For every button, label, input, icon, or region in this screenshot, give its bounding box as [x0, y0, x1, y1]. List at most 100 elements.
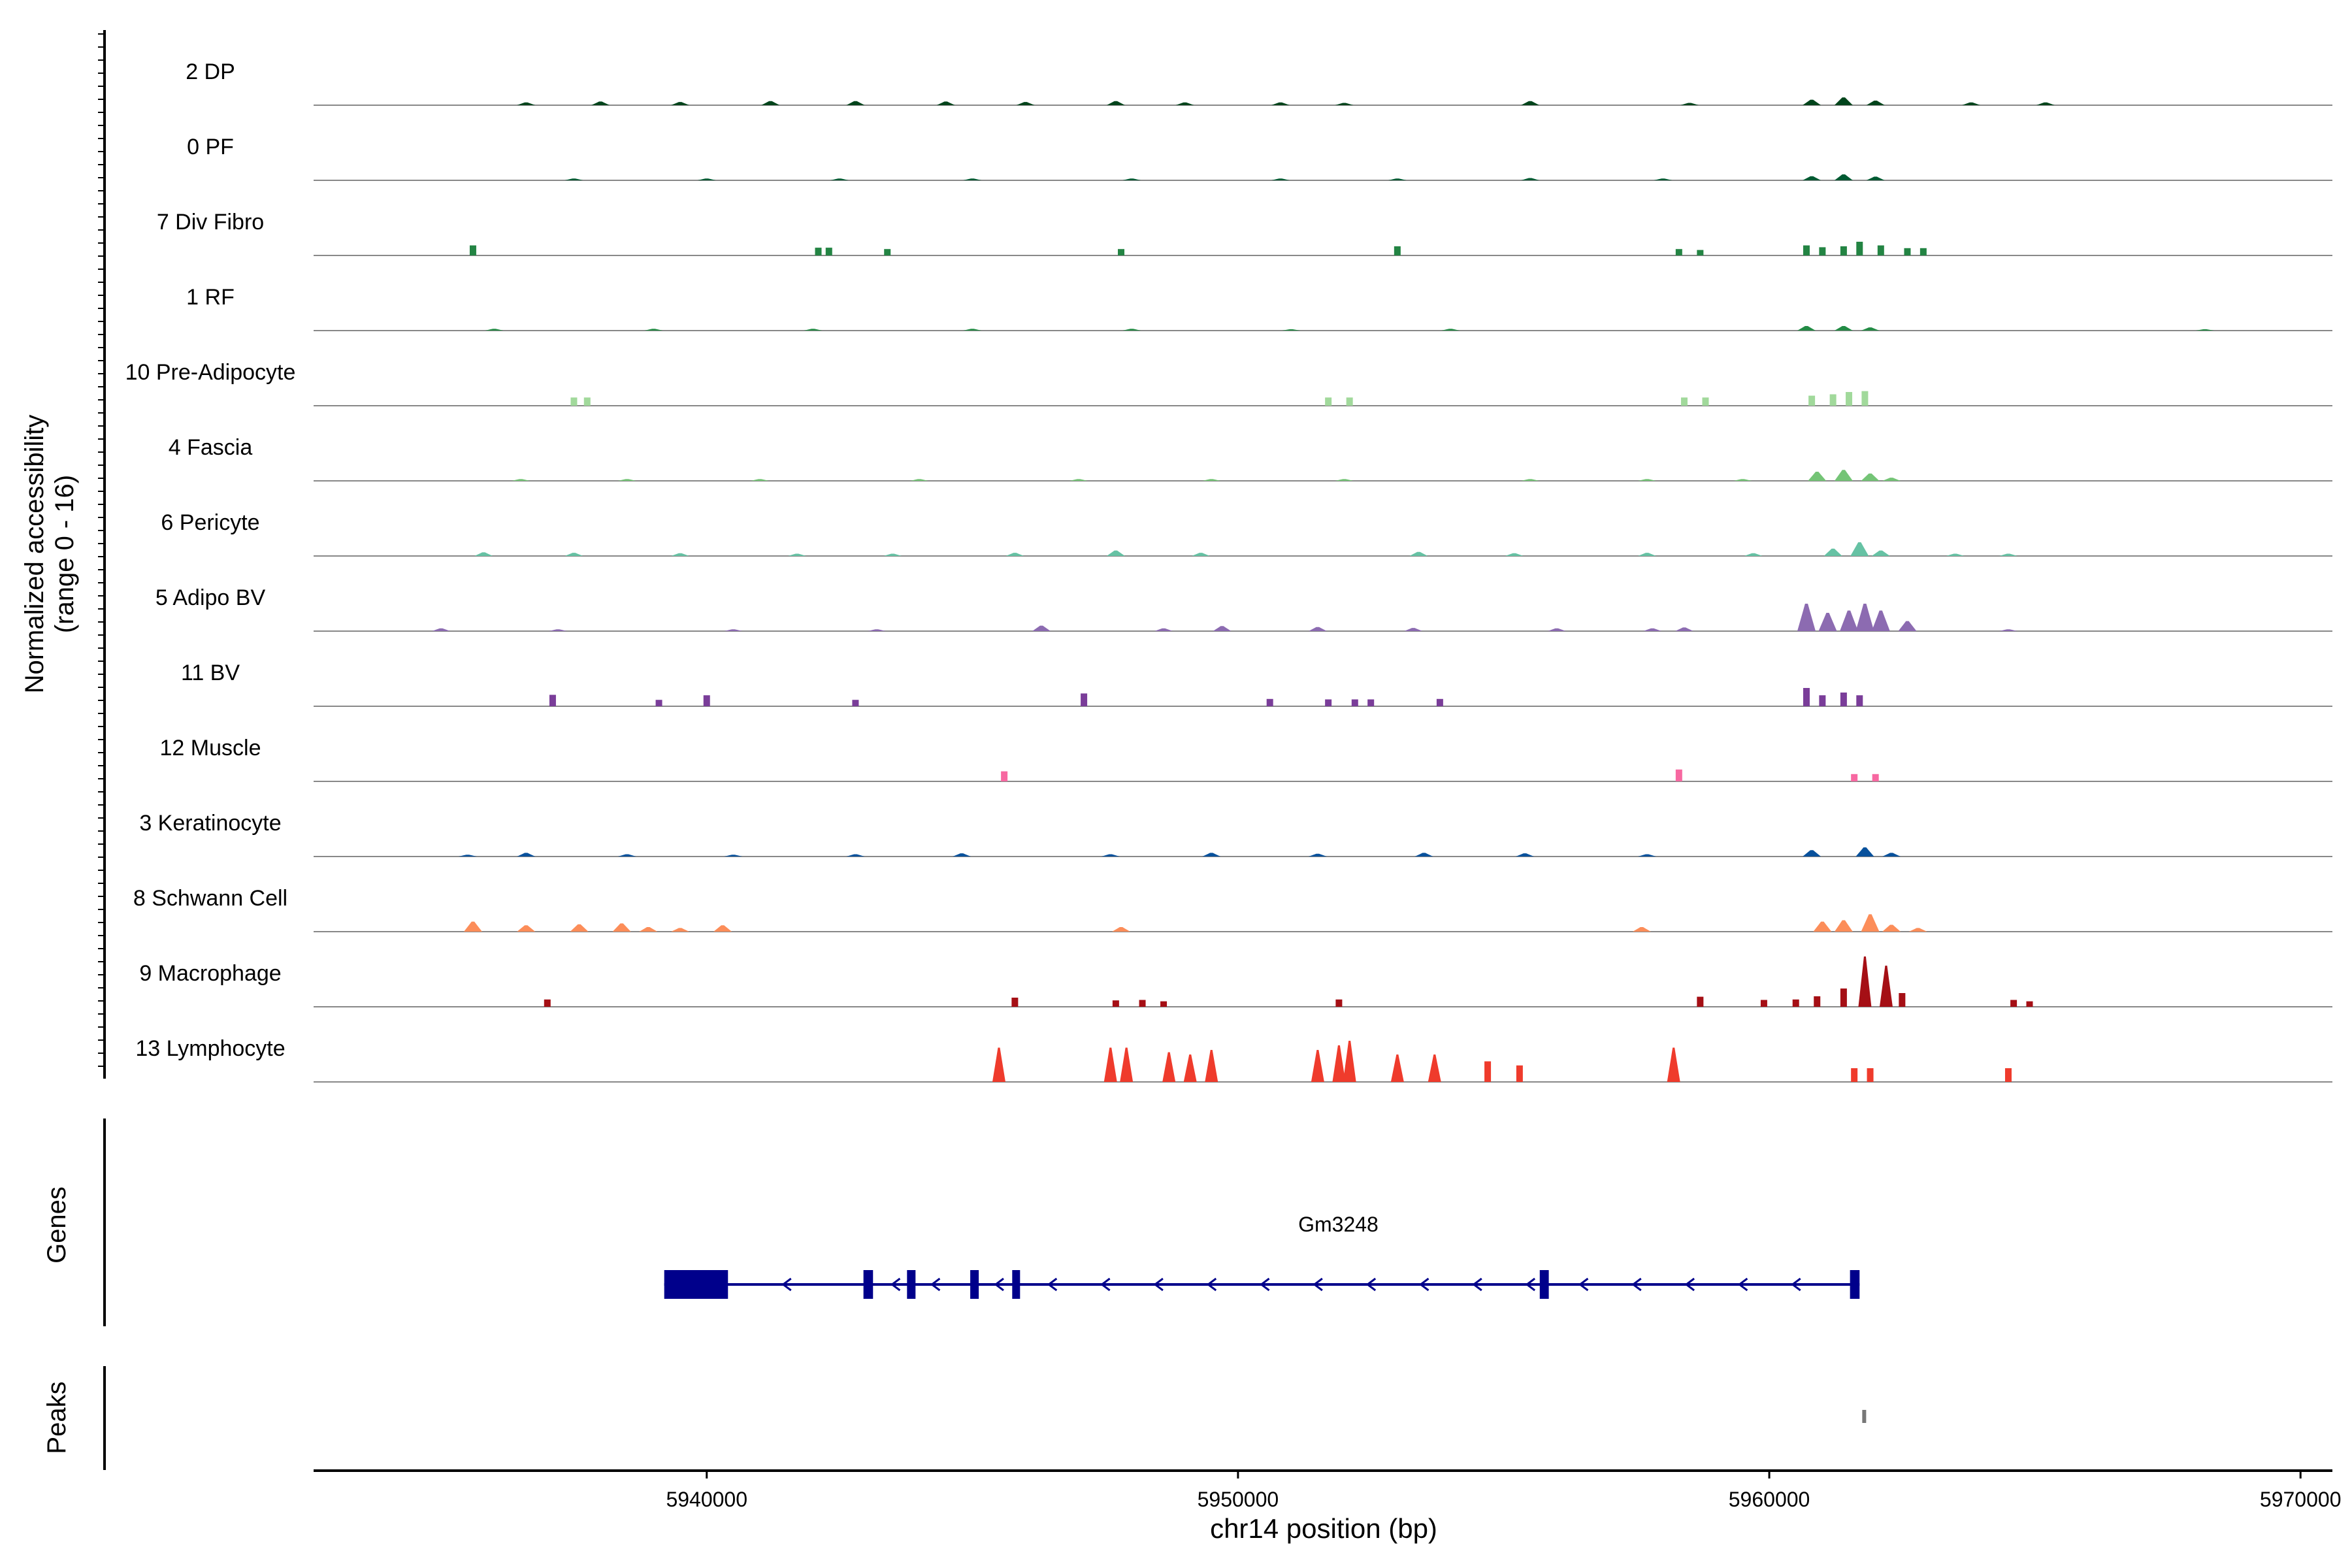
track-11-bv: 11 BV	[181, 661, 2332, 707]
coverage-peak	[1855, 847, 1874, 857]
coverage-peak	[1183, 1054, 1197, 1082]
coverage-peak	[804, 329, 823, 331]
coverage-peak	[1409, 551, 1428, 556]
coverage-peak	[1521, 178, 1540, 180]
coverage-peak	[1390, 1054, 1404, 1082]
coverage-peak	[1808, 395, 1816, 406]
coverage-peak	[1797, 326, 1816, 331]
coverage-peak	[1813, 921, 1832, 932]
coverage-peak	[671, 553, 690, 556]
track-label: 6 Pericyte	[161, 510, 259, 535]
coverage-peak	[713, 925, 732, 932]
coverage-peak	[1505, 553, 1524, 556]
coverage-peak	[1946, 553, 1965, 556]
coverage-peak	[1855, 604, 1874, 631]
coverage-peak	[1118, 249, 1124, 255]
coverage-peak	[1122, 329, 1141, 331]
coverage-peak	[1834, 326, 1853, 331]
coverage-peak	[1871, 610, 1890, 631]
coverage-peak	[1879, 966, 1893, 1007]
coverage-peak	[1999, 629, 2017, 631]
coverage-peak	[1803, 99, 1821, 105]
accessibility-y-axis	[98, 30, 106, 1079]
coverage-peak	[1846, 392, 1853, 406]
coverage-peak	[1335, 103, 1354, 105]
coverage-peak	[825, 248, 832, 255]
coverage-peak	[883, 553, 902, 556]
coverage-peak	[1803, 850, 1821, 857]
coverage-peak	[1861, 473, 1880, 481]
coverage-peak	[617, 854, 636, 857]
coverage-peak	[1814, 996, 1821, 1007]
x-axis: 5940000 5950000 5960000 5970000	[314, 1469, 2342, 1511]
coverage-peak	[1175, 102, 1194, 105]
coverage-peak	[1850, 542, 1869, 556]
coverage-peak	[1792, 999, 1799, 1007]
coverage-peak	[1311, 1050, 1324, 1082]
coverage-peak	[612, 923, 631, 932]
coverage-peak	[1325, 699, 1332, 706]
coverage-peak	[1154, 628, 1173, 631]
coverage-peak	[1351, 699, 1358, 706]
track-5-adipo-bv: 5 Adipo BV	[155, 585, 2332, 632]
coverage-peak	[992, 1047, 1005, 1082]
strand-arrow	[1365, 1277, 1377, 1292]
coverage-peak	[1908, 928, 1927, 932]
strand-arrow	[1472, 1277, 1482, 1292]
coverage-peak	[1106, 550, 1125, 556]
coverage-peak	[1819, 247, 1826, 255]
coverage-peak	[1106, 101, 1125, 105]
coverage-peak	[1834, 97, 1853, 105]
track-6-pericyte: 6 Pericyte	[161, 510, 2332, 557]
y-axis-ticks	[98, 33, 105, 1067]
coverage-peak	[1962, 102, 1981, 105]
coverage-peak	[1834, 174, 1853, 180]
track-0-pf: 0 PF	[187, 135, 2332, 181]
x-tick-label: 5940000	[666, 1488, 747, 1511]
coverage-peak	[591, 101, 610, 105]
coverage-peak	[517, 102, 536, 105]
coverage-peak	[1160, 1001, 1168, 1007]
track-10-pre-adipocyte: 10 Pre-Adipocyte	[125, 360, 2332, 406]
coverage-peak	[549, 629, 568, 631]
coverage-peak	[1139, 1000, 1146, 1007]
coverage-peak	[1436, 698, 1443, 706]
coverage-peak	[1547, 628, 1566, 631]
coverage-peak	[1521, 101, 1540, 105]
x-tick-label: 5970000	[2260, 1488, 2342, 1511]
coverage-peak	[1840, 988, 1847, 1007]
track-12-muscle: 12 Muscle	[160, 736, 2332, 782]
coverage-peak	[1834, 470, 1853, 481]
coverage-peak	[1882, 478, 1901, 481]
gene-exon	[863, 1270, 874, 1299]
coverage-peak	[1343, 1041, 1356, 1082]
coverage-peak	[936, 101, 955, 105]
coverage-peak	[2010, 1000, 2017, 1007]
coverage-peak	[1205, 1050, 1218, 1082]
coverage-peak	[644, 329, 663, 331]
coverage-peak	[1999, 553, 2017, 556]
strand-arrow	[1631, 1277, 1642, 1292]
x-axis-label: chr14 position (bp)	[1210, 1513, 1437, 1544]
coverage-peak	[1332, 1045, 1346, 1082]
coverage-peak	[2036, 102, 2055, 105]
coverage-peak	[1877, 245, 1884, 255]
track-13-lymphocyte: 13 Lymphocyte	[135, 1036, 2332, 1083]
coverage-peak	[1797, 604, 1816, 631]
coverage-peak	[1404, 628, 1423, 631]
coverage-peak	[517, 853, 536, 857]
coverage-peak	[1484, 1061, 1492, 1082]
coverage-peak	[1308, 627, 1327, 631]
track-1-rf: 1 RF	[186, 285, 2332, 331]
strand-arrow	[930, 1277, 941, 1292]
x-tick-label: 5950000	[1198, 1488, 1279, 1511]
coverage-peak	[1638, 854, 1657, 857]
coverage-peak	[671, 928, 690, 932]
coverage-peak	[583, 397, 591, 406]
track-label: 1 RF	[186, 285, 235, 310]
coverage-peak	[1866, 176, 1885, 180]
coverage-peak	[2026, 1001, 2033, 1007]
coverage-peak	[1882, 853, 1901, 857]
strand-arrow	[1313, 1277, 1323, 1292]
coverage-peak	[1346, 397, 1353, 406]
